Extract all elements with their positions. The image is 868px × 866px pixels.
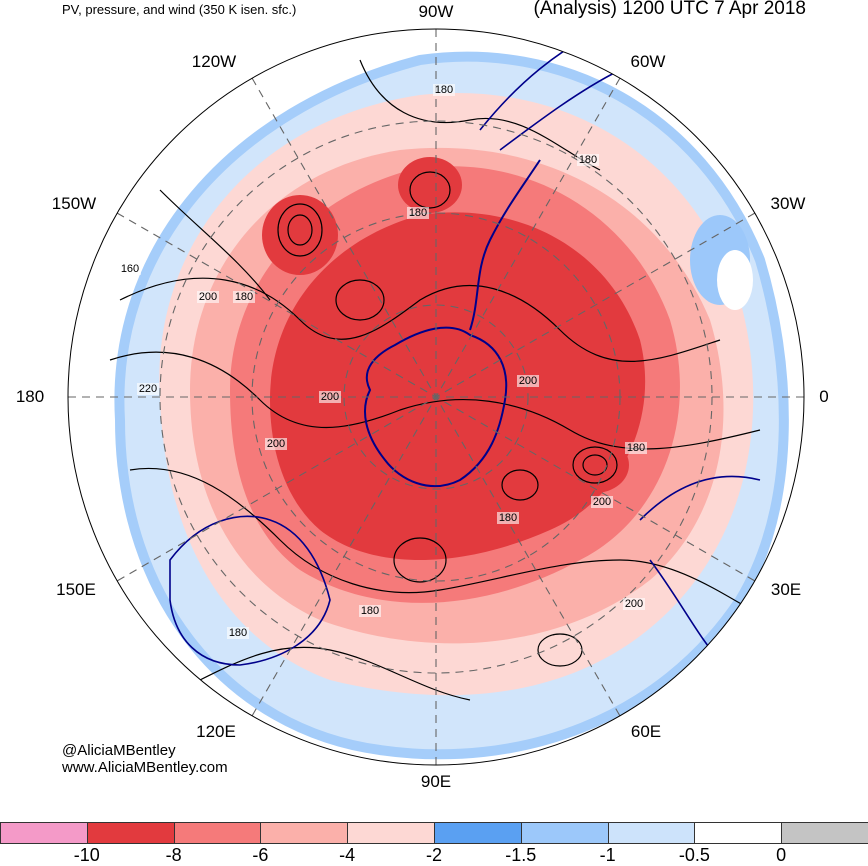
longitude-label: 60W <box>630 52 666 71</box>
longitude-label: 90E <box>420 772 452 791</box>
colorbar-segment <box>0 822 88 844</box>
colorbar-segment <box>520 822 609 844</box>
colorbar-tick-label: -1 <box>599 845 616 865</box>
contour-label: 180 <box>627 442 645 454</box>
colorbar-segment <box>694 822 783 844</box>
map-title: (Analysis) 1200 UTC 7 Apr 2018 <box>533 0 806 19</box>
contour-label: 160 <box>121 263 139 275</box>
colorbar-tick-label: 0 <box>776 845 787 865</box>
polar-map: 180 180 180 160 200 180 220 200 200 200 180 200 180 1… <box>67 28 805 766</box>
contour-label: 180 <box>361 605 379 617</box>
map-subtitle: PV, pressure, and wind (350 K isen. sfc.… <box>62 2 297 17</box>
longitude-label: 60E <box>630 722 662 741</box>
colorbar-tick-label: -10 <box>73 845 100 865</box>
pv-white-patch-ne <box>717 250 753 310</box>
longitude-label: 150E <box>56 580 96 599</box>
contour-label-bg <box>407 207 429 219</box>
contour-label-bg <box>577 154 599 166</box>
pv-lobe-north <box>398 157 462 213</box>
longitude-label: 90W <box>418 2 454 21</box>
contour-label-bg <box>591 496 613 508</box>
colorbar-segment <box>86 822 175 844</box>
contour-label-bg <box>119 263 141 275</box>
contour-label: 180 <box>235 291 253 303</box>
antarctica-coastline <box>364 326 508 488</box>
contour-label: 180 <box>579 154 597 166</box>
pressure-contours <box>109 59 771 701</box>
longitude-label: 0 <box>819 387 829 406</box>
contour-label: 200 <box>321 391 339 403</box>
credit-handle: @AliciaMBentley <box>62 742 176 759</box>
contour-label: 180 <box>435 84 453 96</box>
contour-label: 180 <box>409 207 427 219</box>
contour-label-bg <box>623 598 645 610</box>
colorbar-tick-label: -1.5 <box>505 845 537 865</box>
contour-label-bg <box>227 627 249 639</box>
colorbar-tick-label: -6 <box>252 845 269 865</box>
contour-label-bg <box>197 291 219 303</box>
colorbar-segment <box>607 822 696 844</box>
longitude-label: 120E <box>196 722 236 741</box>
contour-label: 200 <box>625 598 643 610</box>
antarctic-peninsula-coastline <box>469 159 541 331</box>
longitude-label: 180 <box>15 387 45 406</box>
colorbar-tick-label: -0.5 <box>678 845 710 865</box>
colorbar-tick-label: -8 <box>165 845 182 865</box>
colorbar-segment <box>434 822 522 844</box>
longitude-label: 120W <box>191 52 237 71</box>
pv-lobe-east <box>561 437 629 493</box>
longitude-label: 30E <box>770 580 802 599</box>
pv-dark-red-core <box>270 212 646 560</box>
contour-label: 200 <box>519 375 537 387</box>
colorbar-segment <box>173 822 262 844</box>
contour-label: 180 <box>229 627 247 639</box>
contour-label-bg <box>359 605 381 617</box>
contour-label: 200 <box>199 291 217 303</box>
colorbar-segment <box>781 822 868 844</box>
pv-lobe-west <box>262 195 338 275</box>
contour-label-bg <box>233 291 255 303</box>
colorbar-tick-label: -4 <box>339 845 356 865</box>
longitude-label: 150W <box>51 194 97 213</box>
contour-label-bg <box>319 391 341 403</box>
credit-website: www.AliciaMBentley.com <box>62 759 228 776</box>
contour-label-bg <box>625 442 647 454</box>
contour-label-bg <box>433 84 455 96</box>
colorbar-tick-label: -2 <box>425 845 443 865</box>
contour-label: 220 <box>139 383 157 395</box>
colorbar <box>0 822 868 844</box>
contour-label-bg <box>137 383 159 395</box>
australia-coastline <box>169 515 331 666</box>
contour-label: 200 <box>267 438 285 450</box>
graticule <box>68 29 804 765</box>
contour-label-bg <box>497 512 519 524</box>
contour-label: 180 <box>499 512 517 524</box>
contour-label: 200 <box>593 496 611 508</box>
contour-label-bg <box>517 375 539 387</box>
contour-label-bg <box>265 438 287 450</box>
colorbar-segment <box>347 822 435 844</box>
longitude-label: 30W <box>770 194 806 213</box>
colorbar-segment <box>260 822 349 844</box>
